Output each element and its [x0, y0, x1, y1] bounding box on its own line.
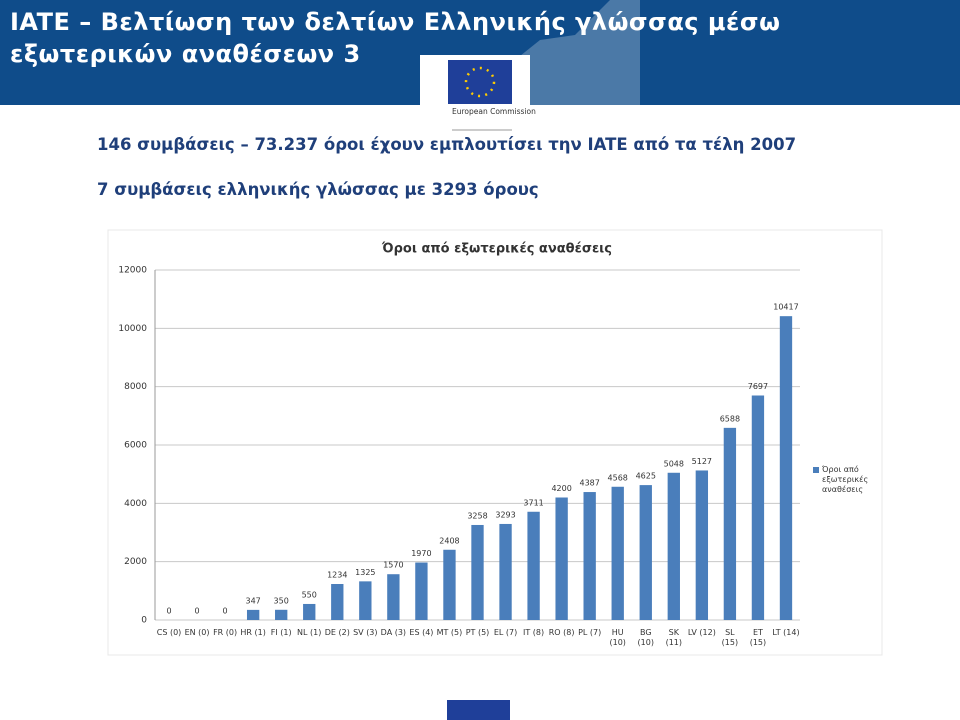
- bar: [387, 574, 400, 620]
- legend-swatch: [813, 467, 819, 473]
- logo-text: European Commission: [452, 107, 536, 116]
- x-tick-label: DE (2): [324, 628, 350, 637]
- data-label: 0: [223, 607, 228, 616]
- x-tick-label: ES (4): [409, 628, 434, 637]
- data-label: 3258: [467, 511, 487, 520]
- x-tick-label: MT (5): [436, 628, 463, 637]
- chart-frame: [107, 229, 883, 656]
- data-label: 4200: [551, 484, 571, 493]
- legend-label: Όροι από εξωτερικές αναθέσεις: [822, 465, 869, 494]
- data-label: 0: [166, 607, 171, 616]
- bar: [723, 427, 737, 620]
- data-label: 3711: [523, 498, 543, 507]
- y-tick-label: 8000: [124, 382, 147, 392]
- x-tick-label: SK (11): [665, 628, 682, 647]
- x-tick-label: ET (15): [749, 628, 767, 647]
- bar: [555, 497, 568, 620]
- x-tick-label: EL (7): [493, 628, 518, 637]
- data-label: 5127: [692, 457, 712, 466]
- bar: [303, 603, 316, 620]
- x-tick-label: SL (15): [721, 628, 739, 647]
- summary-line: 7 συμβάσεις ελληνικής γλώσσας με 3293 όρ…: [97, 180, 539, 199]
- data-label: 5048: [664, 459, 684, 468]
- bar: [611, 486, 624, 620]
- data-label: 1570: [383, 561, 403, 570]
- bar: [751, 395, 765, 620]
- data-label: 2408: [439, 536, 459, 545]
- bar: [583, 492, 596, 620]
- footer-flag: [447, 700, 510, 720]
- x-tick-label: RO (8): [548, 628, 575, 637]
- x-tick-label: NL (1): [297, 628, 322, 637]
- bar: [331, 584, 344, 620]
- data-label: 6588: [720, 414, 740, 423]
- eu-logo: European Commission: [420, 0, 640, 135]
- data-label: 1234: [327, 571, 347, 580]
- bar: [527, 511, 540, 620]
- x-tick-label: EN (0): [184, 628, 210, 637]
- data-label: 4568: [608, 473, 628, 482]
- stars: [464, 66, 496, 98]
- x-tick-label: LV (12): [687, 628, 716, 637]
- bar: [275, 609, 288, 620]
- x-tick-label: SV (3): [353, 628, 378, 637]
- data-label: 4625: [636, 472, 656, 481]
- y-tick-label: 0: [141, 616, 147, 626]
- bar: [779, 316, 793, 620]
- bar: [667, 472, 680, 620]
- x-tick-label: DA (3): [380, 628, 407, 637]
- data-label: 347: [246, 596, 261, 605]
- slide-title: IATE – Βελτίωση των δελτίων Ελληνικής γλ…: [10, 8, 781, 68]
- data-label: 1325: [355, 568, 375, 577]
- x-tick-label: LT (14): [772, 628, 800, 637]
- data-label: 7697: [748, 382, 768, 391]
- x-tick-label: FR (0): [213, 628, 238, 637]
- y-tick-label: 2000: [124, 557, 147, 567]
- data-label: 4387: [579, 479, 599, 488]
- data-label: 350: [274, 596, 289, 605]
- x-tick-label: BG (10): [637, 628, 654, 647]
- summary-line: 146 συμβάσεις – 73.237 όροι έχουν εμπλου…: [97, 135, 797, 154]
- bar: [359, 581, 372, 620]
- y-tick-label: 10000: [118, 324, 147, 334]
- bar: [471, 524, 484, 620]
- data-label: 0: [195, 607, 200, 616]
- data-label: 550: [302, 590, 317, 599]
- x-tick-label: HU (10): [609, 628, 626, 647]
- x-tick-label: PT (5): [465, 628, 490, 637]
- bar: [499, 523, 512, 620]
- x-tick-label: FI (1): [270, 628, 292, 637]
- y-tick-label: 12000: [118, 266, 147, 276]
- x-tick-label: HR (1): [240, 628, 266, 637]
- x-tick-label: CS (0): [156, 628, 182, 637]
- x-tick-label: IT (8): [523, 628, 545, 637]
- bar: [415, 562, 428, 620]
- data-label: 1970: [411, 549, 431, 558]
- data-label: 3293: [495, 510, 515, 519]
- x-tick-label: PL (7): [578, 628, 602, 637]
- chart-title: Όροι από εξωτερικές αναθέσεις: [381, 242, 612, 257]
- eu-flag: [448, 60, 512, 104]
- bar: [443, 549, 456, 620]
- building: [515, 0, 640, 105]
- y-tick-label: 6000: [124, 441, 147, 451]
- bar: [639, 485, 652, 620]
- bar: [695, 470, 709, 620]
- bar: [246, 609, 260, 620]
- data-label: 10417: [773, 303, 798, 312]
- y-tick-label: 4000: [124, 499, 147, 509]
